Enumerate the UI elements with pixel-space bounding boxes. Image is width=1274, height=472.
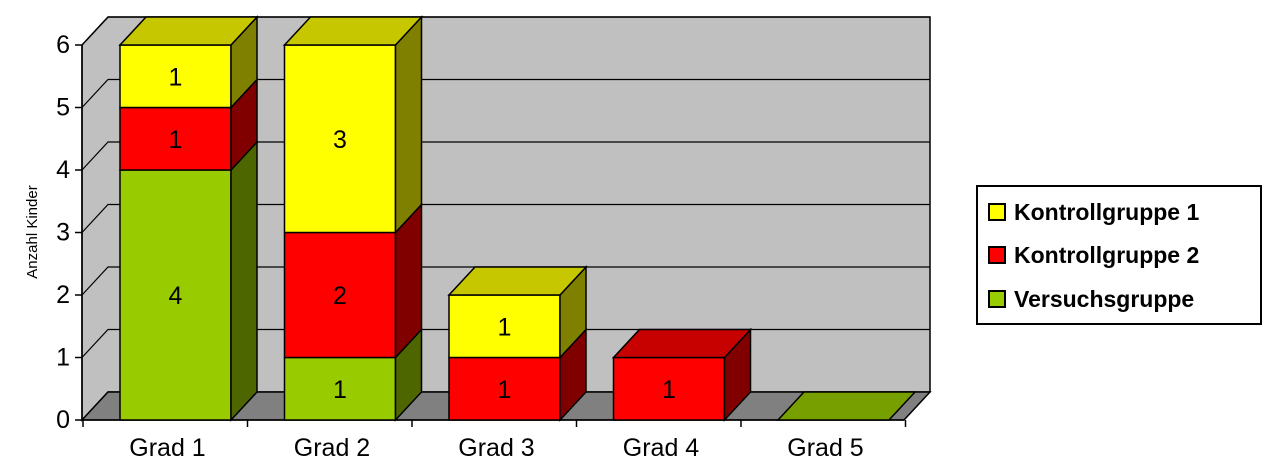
y-tick-label: 2 [56,281,70,309]
data-label: 4 [169,282,183,310]
bar-front [283,356,397,421]
bar-segment: 3 [282,15,424,235]
x-tick-label: Grad 4 [623,434,700,462]
gridline [81,141,930,171]
bar-segment: 1 [283,327,423,422]
bar-zero-plate [776,391,917,421]
bar-side [394,15,423,235]
gridline [81,203,930,233]
legend: Kontrollgruppe 1 Kontrollgruppe 2 Versuc… [976,185,1262,325]
data-label: 1 [169,63,183,91]
gridline [81,78,930,108]
bar-front [283,231,397,359]
y-tick-label: 6 [56,31,70,59]
y-tick-label: 1 [56,344,70,372]
bar-side [230,140,258,422]
legend-item-kontrollgruppe-1: Kontrollgruppe 1 [988,197,1199,227]
bar-front [612,356,726,421]
bar-top [118,16,259,46]
data-label: 3 [333,126,347,154]
legend-swatch [988,203,1006,221]
data-label: 2 [333,282,347,310]
legend-item-versuchsgruppe: Versuchsgruppe [988,284,1194,314]
bar-segment: 4 [119,140,258,422]
bars: 4 1 1 1 2 3 1 1 1 [118,15,917,422]
bar-segment: 1 [447,265,588,360]
data-label: 1 [169,126,183,154]
data-label: 1 [498,376,512,404]
y-tick-label: 4 [56,156,70,184]
y-axis-title: Anzahl Kinder [24,185,41,278]
bar-front [283,44,397,234]
x-tick-label: Grad 2 [294,434,370,462]
y-tick-label: 3 [56,219,70,247]
x-tick-label: Grad 5 [787,434,863,462]
data-label: 1 [333,376,347,404]
data-label: 1 [498,313,512,341]
legend-label: Kontrollgruppe 2 [1014,241,1200,268]
data-label: 1 [662,376,676,404]
legend-swatch [988,290,1006,308]
bar-top [447,266,588,296]
bar-front [119,169,232,421]
bar-segment: 1 [118,15,259,110]
gridline [81,266,930,296]
y-tick-label: 0 [56,406,70,434]
y-tick-label: 5 [56,94,70,122]
legend-item-kontrollgruppe-2: Kontrollgruppe 2 [988,240,1199,270]
bar-top [611,328,753,359]
bar-top [282,16,424,46]
legend-label: Kontrollgruppe 1 [1014,198,1200,225]
x-tick-label: Grad 1 [129,434,205,462]
legend-label: Versuchsgruppe [1014,285,1195,312]
gridline [81,16,930,46]
x-tick-label: Grad 3 [458,434,534,462]
bar-segment: 1 [611,327,753,422]
tick-labels: 0 1 2 3 4 5 6 Grad 1 Grad 2 Grad 3 Grad 4 Grad 5 [56,31,864,462]
bar-front [448,294,561,359]
bar-front [119,44,232,109]
legend-swatch [988,246,1006,264]
